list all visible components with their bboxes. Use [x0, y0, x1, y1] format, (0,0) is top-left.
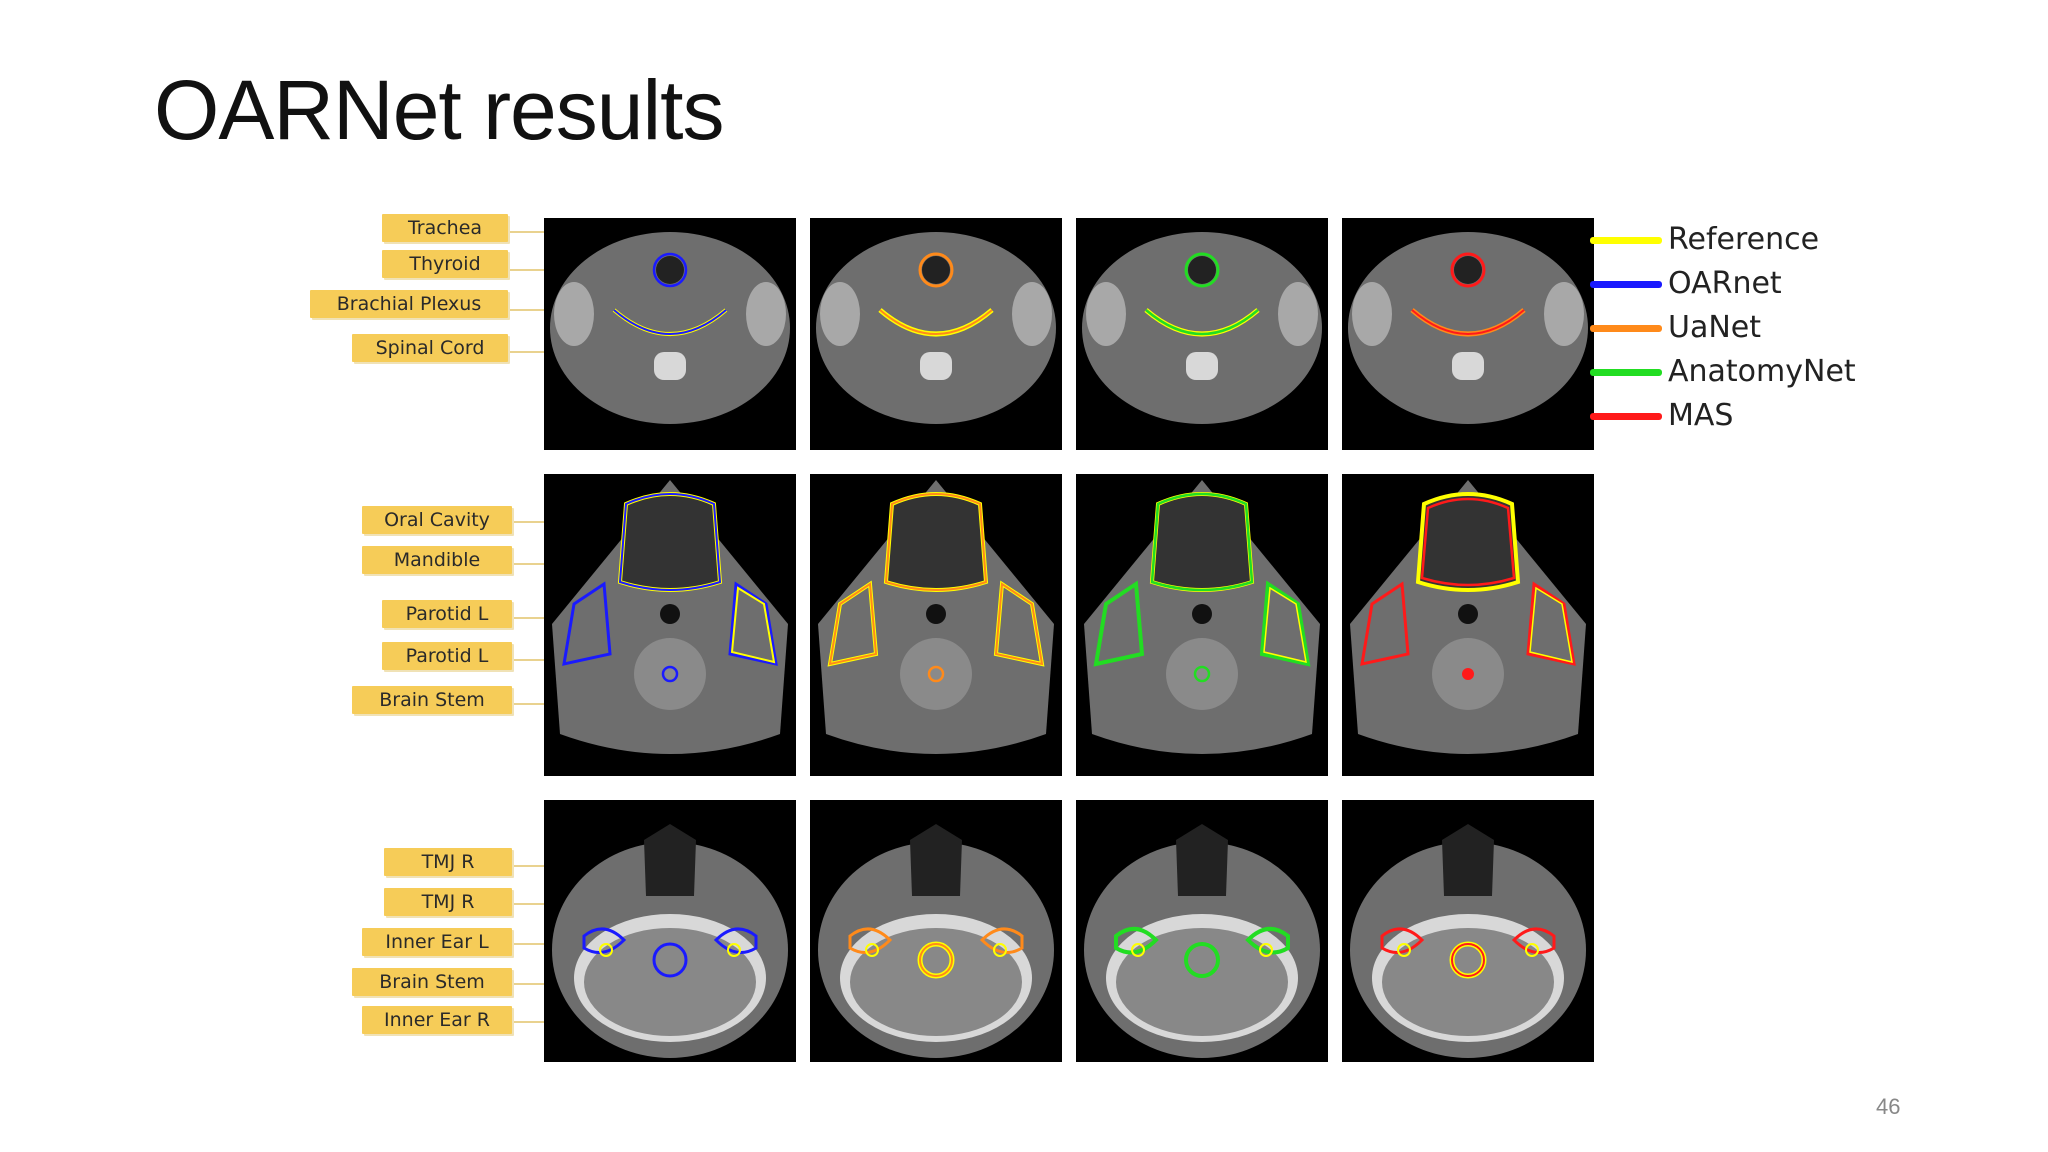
- legend-label-anatomynet: AnatomyNet: [1668, 354, 1856, 389]
- legend-swatch-reference: [1590, 237, 1662, 244]
- panel-row3-oarnet: [544, 800, 796, 1062]
- label-inner-ear-r: Inner Ear R: [362, 1006, 512, 1034]
- panel-row3-uanet: [810, 800, 1062, 1062]
- legend-label-reference: Reference: [1668, 222, 1820, 257]
- label-brachial-plexus: Brachial Plexus: [310, 290, 508, 318]
- legend-item-reference: Reference: [1590, 220, 1910, 260]
- panel-row2-anatomynet: [1076, 474, 1328, 776]
- legend-item-anatomynet: AnatomyNet: [1590, 352, 1910, 392]
- label-leader-lines: [508, 231, 550, 1023]
- legend-item-uanet: UaNet: [1590, 308, 1910, 348]
- panel-row2-oarnet: [544, 474, 796, 776]
- panel-row1-oarnet: [544, 218, 796, 450]
- page-number: 46: [1876, 1094, 1901, 1119]
- legend-swatch-anatomynet: [1590, 369, 1662, 376]
- label-oral-cavity: Oral Cavity: [362, 506, 512, 534]
- panel-row3-anatomynet: [1076, 800, 1328, 1062]
- panel-row2-uanet: [810, 474, 1062, 776]
- label-trachea: Trachea: [382, 214, 508, 242]
- legend-swatch-mas: [1590, 413, 1662, 420]
- panel-row1-anatomynet: [1076, 218, 1328, 450]
- panel-row1-uanet: [810, 218, 1062, 450]
- legend-swatch-oarnet: [1590, 281, 1662, 288]
- legend-label-mas: MAS: [1668, 398, 1734, 433]
- legend-label-uanet: UaNet: [1668, 310, 1762, 345]
- label-spinal-cord: Spinal Cord: [352, 334, 508, 362]
- label-brain-stem: Brain Stem: [352, 686, 512, 714]
- panel-row1-mas: [1342, 218, 1594, 450]
- label-inner-ear-l: Inner Ear L: [362, 928, 512, 956]
- legend-item-oarnet: OARnet: [1590, 264, 1910, 304]
- legend-label-oarnet: OARnet: [1668, 266, 1782, 301]
- slide-title: OARNet results: [154, 63, 724, 157]
- legend-item-mas: MAS: [1590, 396, 1910, 436]
- label-tmj-r-2: TMJ R: [384, 888, 512, 916]
- panel-row2-mas: [1342, 474, 1594, 776]
- label-brain-stem-2: Brain Stem: [352, 968, 512, 996]
- label-tmj-r-1: TMJ R: [384, 848, 512, 876]
- label-parotid-l-2: Parotid L: [382, 642, 512, 670]
- legend-swatch-uanet: [1590, 325, 1662, 332]
- label-thyroid: Thyroid: [382, 250, 508, 278]
- panel-row3-mas: [1342, 800, 1594, 1062]
- label-mandible: Mandible: [362, 546, 512, 574]
- segmentation-figure: Trachea Thyroid Brachial Plexus Spinal C…: [300, 200, 1900, 1080]
- label-parotid-l-1: Parotid L: [382, 600, 512, 628]
